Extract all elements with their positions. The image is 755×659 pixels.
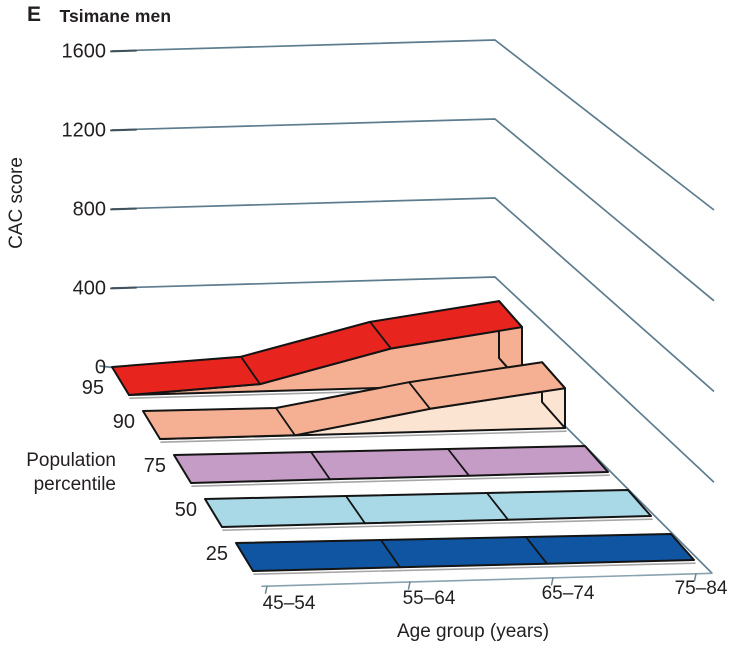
- ribbon-divider-75-2: [447, 448, 470, 477]
- depth-axis-title-line2: percentile: [34, 474, 116, 495]
- ribbon-top-75: [173, 445, 609, 484]
- ribbon-divider-95-1: [240, 355, 261, 385]
- y-tick-label-0: 0: [95, 357, 106, 379]
- y-gridline-1200: [111, 118, 715, 302]
- y-tick-label-1200: 1200: [62, 120, 107, 142]
- y-gridline-zero-stub: [99, 365, 114, 369]
- y-tick-label-1600: 1600: [62, 41, 107, 63]
- x-axis-line: [261, 572, 713, 588]
- ribbon-shadow-50: [222, 518, 653, 532]
- y-gridline-400: [111, 276, 715, 483]
- depth-axis-title-line1: Population: [26, 450, 116, 471]
- y-gridline-stub-800: [110, 207, 137, 211]
- x-tick-55–64: [407, 581, 411, 590]
- x-tick-65–74: [550, 577, 554, 586]
- x-axis-title: Age group (years): [397, 621, 549, 642]
- ribbon-divider-95-2: [369, 320, 392, 350]
- ribbon-divider-50-2: [486, 492, 509, 521]
- ribbon-divider-90-1: [275, 407, 296, 437]
- ribbon-divider-75-1: [310, 451, 331, 481]
- panel-title: E Tsimane men: [27, 3, 171, 27]
- x-tick-45–54: [264, 585, 268, 594]
- y-gridline-1600: [111, 39, 715, 211]
- x-tick-label-65–74: 65–74: [542, 583, 595, 604]
- percentile-label-50: 50: [175, 499, 197, 521]
- x-tick-label-45–54: 45–54: [263, 593, 316, 614]
- x-tick-label-55–64: 55–64: [403, 588, 456, 609]
- y-gridline-800: [111, 197, 715, 393]
- percentile-label-25: 25: [206, 543, 228, 565]
- x-tick-label-75–84: 75–84: [675, 578, 728, 599]
- y-gridline-stub-1600: [110, 49, 137, 53]
- panel-letter: E: [27, 3, 42, 26]
- ribbon-top-25: [235, 533, 695, 572]
- ribbon-divider-90-2: [408, 381, 431, 410]
- ribbon-divider-25-1: [380, 539, 401, 569]
- ribbon-top-90: [142, 361, 566, 440]
- ribbon-divider-50-1: [345, 495, 366, 525]
- y-gridline-stub-1200: [110, 128, 137, 132]
- y-gridline-stub-400: [110, 286, 137, 290]
- y-tick-label-400: 400: [73, 278, 106, 300]
- ribbon-top-50: [204, 489, 652, 528]
- percentile-label-90: 90: [113, 411, 135, 433]
- ribbon-divider-25-2: [525, 536, 548, 565]
- percentile-label-95: 95: [82, 377, 104, 399]
- panel-title-text: Tsimane men: [59, 6, 172, 26]
- ribbon-shadow-25: [253, 562, 696, 576]
- x-tick-75–84: [693, 573, 697, 582]
- ribbon-shadow-75: [191, 474, 610, 488]
- percentile-label-75: 75: [144, 455, 166, 477]
- ribbon-top-95: [111, 300, 523, 396]
- y-axis-title: CAC score: [6, 157, 27, 249]
- ribbon-shadow-90: [160, 430, 567, 444]
- y-tick-label-800: 800: [73, 199, 106, 221]
